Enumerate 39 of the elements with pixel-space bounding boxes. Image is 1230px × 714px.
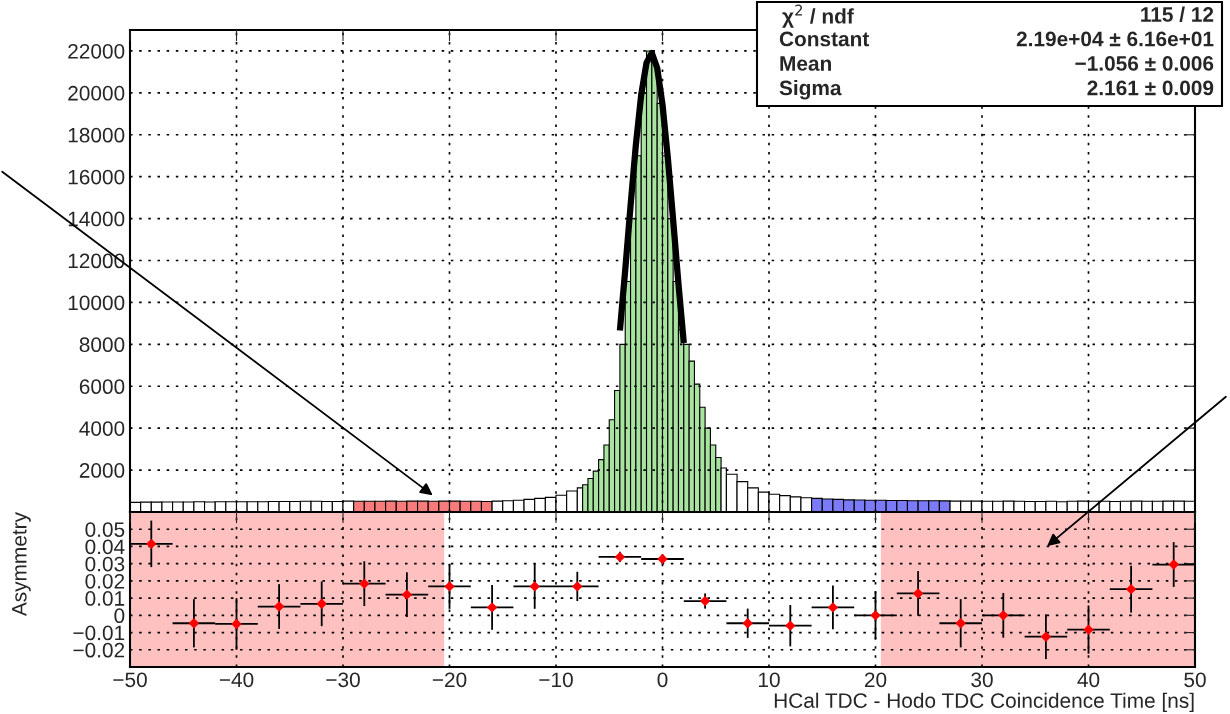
text: χ$^{2}$ / ndf (782, 4, 854, 28)
annotation: 2.161 ± 0.009 (1087, 80, 1214, 96)
y-tick-label: 20000 (68, 85, 125, 101)
x-tick-label: 50 (1184, 672, 1206, 688)
y-tick-label: 0.05 (85, 522, 125, 537)
y-tick-label: 0 (114, 608, 125, 624)
y-tick-label: 0.04 (85, 539, 125, 555)
annotation: −1.056 ± 0.006 (1075, 56, 1214, 71)
y-tick-label: −0.02 (73, 642, 125, 658)
x-tick-label: 10 (759, 672, 780, 688)
y-tick-label: 8000 (79, 337, 125, 353)
y-axis-title: Asymmetry (12, 512, 31, 617)
y-tick-label: 4000 (79, 421, 125, 436)
x-tick-label: −40 (219, 672, 254, 688)
y-tick-label: 16000 (68, 169, 125, 185)
y-tick-label: 10000 (68, 295, 125, 311)
x-tick-label: 20 (864, 672, 887, 688)
y-tick-label: 2000 (79, 463, 125, 478)
x-tick-label: −10 (539, 672, 573, 688)
y-tick-label: 6000 (79, 379, 125, 395)
y-tick-label: 18000 (68, 127, 125, 143)
annotation: 2.19e+04 ± 6.16e+01 (1016, 31, 1214, 47)
x-tick-label: 30 (971, 672, 993, 688)
x-tick-label: −20 (432, 672, 467, 688)
x-tick-label: 0 (657, 672, 668, 688)
y-tick-label: 22000 (68, 43, 125, 59)
y-tick-label: 14000 (68, 211, 125, 227)
y-tick-label: 0.02 (85, 573, 125, 589)
x-tick-label: −50 (113, 672, 147, 688)
x-tick-label: −30 (326, 672, 360, 688)
x-axis-title: HCal TDC - Hodo TDC Coincidence Time [ns] (774, 692, 1194, 713)
annotation: Constant (779, 31, 870, 47)
x-tick-label: 40 (1077, 672, 1100, 688)
y-tick-label: 0.03 (85, 556, 125, 572)
y-tick-label: 0.01 (85, 591, 125, 606)
text: 115 / 12 (1141, 6, 1214, 23)
y-tick-label: −0.01 (73, 625, 125, 641)
annotation: Sigma (779, 79, 842, 100)
annotation: Mean (780, 56, 831, 71)
